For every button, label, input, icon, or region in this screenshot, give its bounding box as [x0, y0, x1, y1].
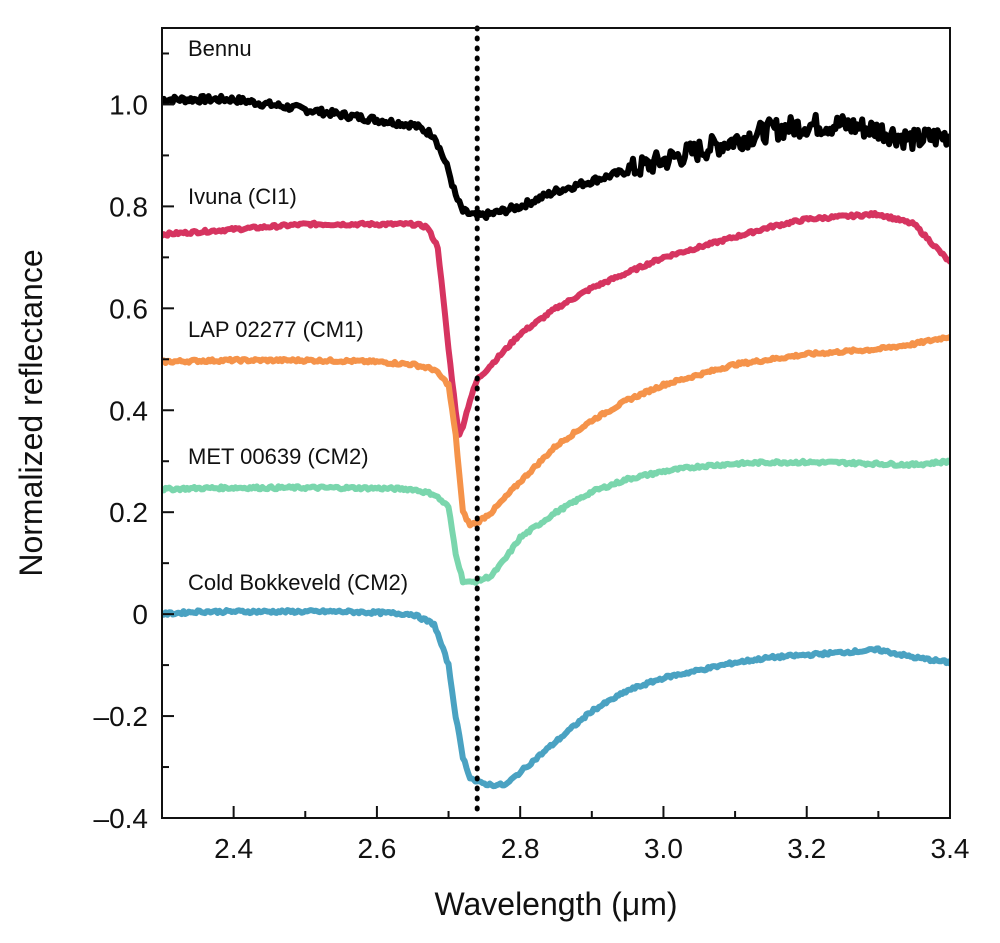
x-tick-label: 3.0 — [644, 833, 683, 864]
series-line-4 — [162, 607, 950, 790]
x-tick-label: 2.6 — [357, 833, 396, 864]
series-label-1: Ivuna (CI1) — [188, 184, 297, 209]
plot-frame — [161, 27, 951, 819]
y-tick-label: –0.2 — [94, 701, 149, 732]
series-line-2 — [162, 333, 950, 529]
x-tick-label: 3.2 — [787, 833, 826, 864]
series-line-1 — [162, 210, 950, 438]
y-tick-label: 0 — [132, 599, 148, 630]
y-tick-label: 0.6 — [109, 293, 148, 324]
x-tick-label: 2.4 — [214, 833, 253, 864]
series-label-4: Cold Bokkeveld (CM2) — [188, 570, 408, 595]
series-layer — [162, 92, 950, 790]
y-tick-label: 1.0 — [109, 89, 148, 120]
y-axis-title: Normalized reflectance — [13, 249, 49, 576]
y-tick-label: 0.4 — [109, 395, 148, 426]
y-tick-label: 0.8 — [109, 191, 148, 222]
series-label-2: LAP 02277 (CM1) — [188, 317, 364, 342]
series-line-3 — [162, 457, 950, 586]
y-tick-label: –0.4 — [94, 803, 149, 834]
x-tick-label: 2.8 — [501, 833, 540, 864]
series-line-0 — [162, 92, 950, 221]
series-labels-layer: Bennu Ivuna (CI1) LAP 02277 (CM1) MET 00639… — [188, 36, 408, 595]
y-tick-label: 0.2 — [109, 497, 148, 528]
x-tick-label: 3.4 — [931, 833, 970, 864]
series-label-3: MET 00639 (CM2) — [188, 444, 369, 469]
series-label-0: Bennu — [188, 36, 252, 61]
x-axis-title: Wavelength (μm) — [434, 886, 677, 922]
ticks-layer: 1.0 0.8 0.6 0.4 0.2 0 –0.2 –0.4 2.4 2.6 2.8 3.0 3.2 3… — [94, 52, 970, 864]
